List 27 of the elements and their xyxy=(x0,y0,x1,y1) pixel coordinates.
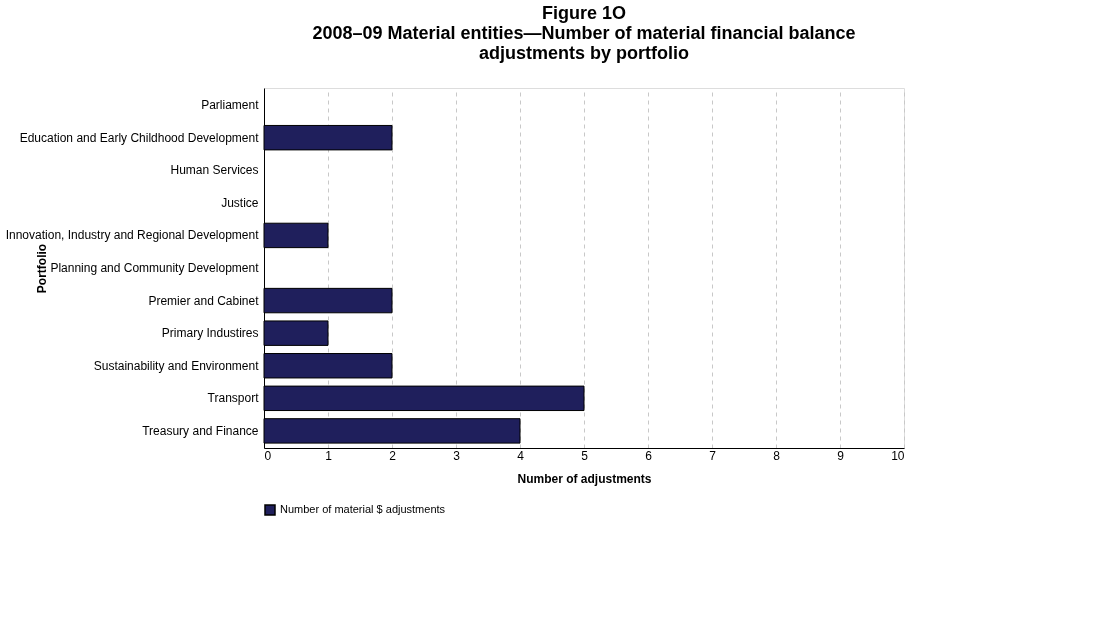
y-tick-label: Primary Industires xyxy=(161,326,259,341)
y-tick-label: Education and Early Childhood Development xyxy=(19,130,260,145)
x-axis-title: Number of adjustments xyxy=(517,471,652,486)
x-tick-label: 7 xyxy=(709,448,717,463)
y-tick-label: Transport xyxy=(207,391,260,406)
y-tick-label: Planning and Community Development xyxy=(50,261,260,275)
x-tick-label: 10 xyxy=(891,448,905,463)
chart-subtitle: 2008–09 Material entities—Number of material financial balance adjustments by portfolio xyxy=(312,23,856,63)
y-tick-label: Innovation, Industry and Regional Development xyxy=(5,228,260,243)
x-tick-label: 6 xyxy=(645,448,653,463)
y-tick-label: Parliament xyxy=(201,98,260,113)
y-tick-label: Premier and Cabinet xyxy=(148,293,260,308)
x-tick-label: 4 xyxy=(517,448,525,463)
x-tick-label: 9 xyxy=(837,448,845,463)
y-axis-title: Portfolio xyxy=(34,243,49,294)
chart-title: Figure 1O xyxy=(541,3,627,23)
y-tick-label: Treasury and Finance xyxy=(142,423,259,438)
legend-label: Number of material $ adjustments xyxy=(280,503,446,515)
x-tick-label: 2 xyxy=(389,448,397,463)
x-tick-label: 3 xyxy=(453,448,461,463)
x-tick-label: 1 xyxy=(325,448,333,463)
y-tick-label: Human Services xyxy=(170,163,259,178)
x-tick-label: 5 xyxy=(581,448,589,463)
y-tick-label: Justice xyxy=(221,195,259,210)
x-tick-label: 8 xyxy=(773,448,781,463)
y-tick-label: Sustainability and Environment xyxy=(93,358,260,373)
x-tick-label: 0 xyxy=(264,448,272,463)
